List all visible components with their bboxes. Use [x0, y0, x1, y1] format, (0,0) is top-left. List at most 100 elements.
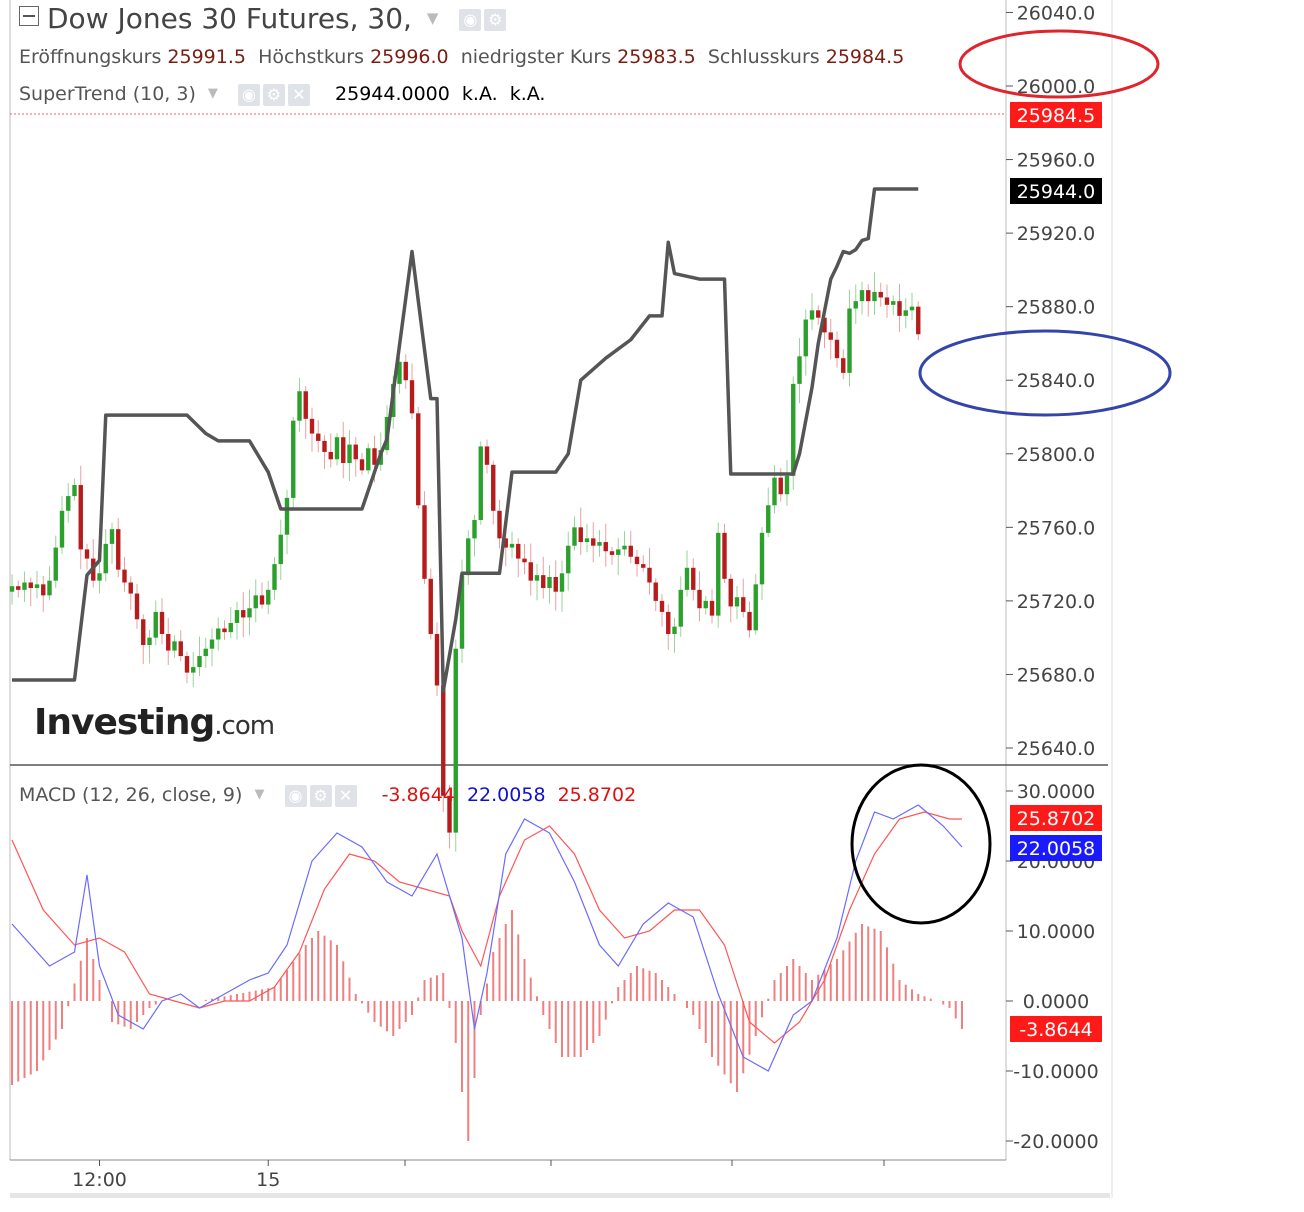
- price-tick-label: 25680.0: [1017, 664, 1096, 686]
- candle: [566, 531, 571, 591]
- candle: [134, 584, 140, 629]
- candle: [72, 478, 77, 501]
- macd-dropdown-icon[interactable]: ▼: [254, 787, 265, 802]
- candle: [628, 530, 633, 564]
- macd-tick-label: 30.0000: [1017, 781, 1096, 803]
- candle: [603, 523, 608, 567]
- candle: [809, 293, 815, 331]
- candle: [409, 363, 415, 420]
- macd-tick-label: 0.0000: [1023, 991, 1089, 1013]
- title-dropdown-icon[interactable]: ▼: [426, 9, 439, 27]
- macd-tag-text: 22.0058: [1017, 838, 1096, 860]
- candle: [309, 407, 315, 452]
- candle: [522, 543, 527, 575]
- macd-signal-value: 25.8702: [557, 784, 637, 806]
- candle: [766, 487, 771, 538]
- candle: [478, 441, 483, 525]
- supertrend-visibility-icon[interactable]: ◉: [237, 83, 260, 106]
- high-value: 25996.0: [370, 46, 449, 68]
- candle: [741, 578, 746, 618]
- candle: [284, 489, 290, 555]
- red-annotation-ellipse: [958, 29, 1160, 99]
- candle: [641, 555, 646, 572]
- signal-tag: 25.8702: [1010, 805, 1102, 831]
- candle: [884, 284, 890, 318]
- supertrend-na-2: k.A.: [509, 83, 546, 105]
- candle: [166, 617, 171, 666]
- candle: [78, 465, 83, 570]
- collapse-icon[interactable]: [19, 6, 39, 26]
- supertrend-price-tag: 25944.0: [1010, 178, 1102, 204]
- candle: [397, 357, 402, 394]
- hist-tag: -3.8644: [1010, 1016, 1102, 1042]
- candle: [259, 582, 265, 609]
- candle: [722, 523, 727, 583]
- open-value: 25991.5: [167, 46, 246, 68]
- candle: [897, 283, 902, 332]
- candle: [859, 281, 865, 315]
- visibility-icon[interactable]: ◉: [459, 9, 482, 31]
- open-label: Eröffnungskurs: [19, 46, 162, 68]
- supertrend-dropdown-icon[interactable]: ▼: [207, 86, 218, 101]
- macd-close-icon[interactable]: ✕: [334, 784, 357, 807]
- candle: [547, 565, 552, 604]
- candle: [341, 421, 346, 479]
- candle: [197, 636, 202, 677]
- macd-lines: [11, 804, 963, 1072]
- candle: [653, 578, 658, 612]
- candle: [291, 416, 296, 508]
- candle: [509, 531, 515, 559]
- candle: [122, 556, 127, 592]
- supertrend-line: [12, 187, 919, 693]
- candle: [241, 592, 246, 638]
- candle: [784, 460, 790, 507]
- candle: [447, 784, 452, 849]
- candle: [528, 543, 533, 596]
- candle: [466, 530, 471, 585]
- candle: [916, 301, 921, 341]
- candle: [622, 531, 627, 556]
- candle: [191, 652, 196, 687]
- candle: [828, 318, 833, 360]
- candle: [441, 681, 446, 813]
- supertrend-close-icon[interactable]: ✕: [287, 83, 310, 106]
- candle: [266, 580, 271, 615]
- candle: [84, 543, 90, 570]
- candle: [109, 522, 115, 564]
- price-tick-label: 25720.0: [1017, 591, 1096, 613]
- settings-icon[interactable]: ⚙: [484, 9, 507, 31]
- price-tick-label: 25880.0: [1017, 297, 1096, 319]
- candle: [909, 292, 915, 321]
- candle: [866, 284, 871, 317]
- candle: [472, 515, 477, 557]
- candle: [216, 617, 221, 651]
- price-tick-label: 26000.0: [1017, 76, 1096, 98]
- price-tick-label: 26040.0: [1017, 2, 1096, 24]
- macd-macd-value: 22.0058: [466, 784, 546, 806]
- candle: [366, 443, 371, 475]
- candle: [272, 556, 277, 601]
- candle: [534, 563, 540, 601]
- candle: [728, 574, 733, 623]
- candle: [209, 628, 215, 667]
- macd-tick-label: -20.0000: [1013, 1131, 1098, 1153]
- candle: [903, 297, 908, 329]
- candle: [316, 420, 321, 453]
- candle: [203, 637, 208, 668]
- hist-tag-text: -3.8644: [1019, 1019, 1092, 1041]
- ohlc-row: Eröffnungskurs 25991.5 Höchstkurs 25996.…: [19, 46, 904, 68]
- candle: [797, 337, 802, 404]
- candle: [584, 523, 590, 553]
- macd-hist-value: -3.8644: [381, 784, 455, 806]
- candle: [228, 606, 233, 639]
- supertrend-settings-icon[interactable]: ⚙: [262, 83, 285, 106]
- candle: [497, 499, 502, 549]
- candle: [572, 516, 577, 551]
- candle: [659, 594, 665, 627]
- candle: [853, 284, 858, 324]
- macd-visibility-icon[interactable]: ◉: [284, 784, 307, 807]
- candle: [347, 429, 352, 482]
- candle: [359, 452, 365, 475]
- macd-settings-icon[interactable]: ⚙: [309, 784, 332, 807]
